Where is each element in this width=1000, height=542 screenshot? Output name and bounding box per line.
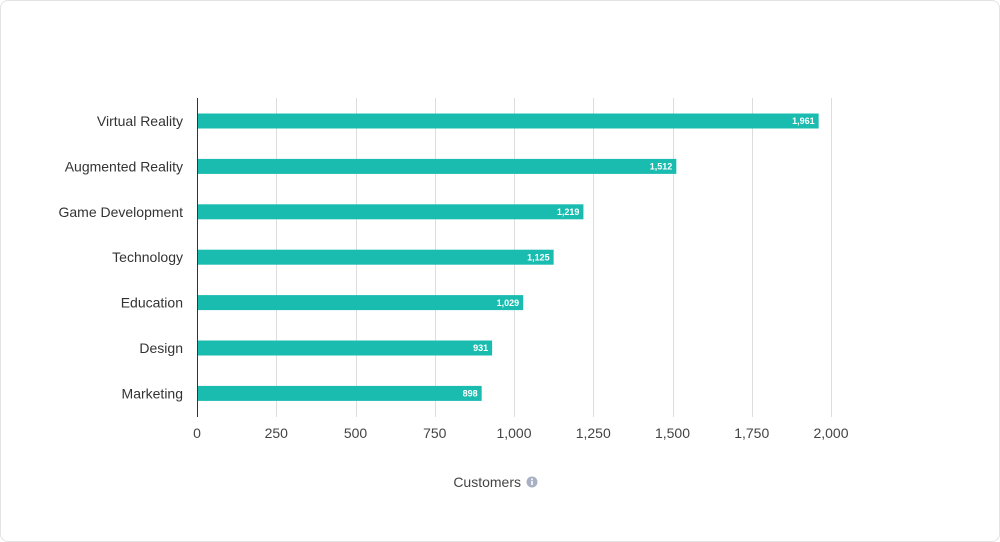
bar[interactable] [197,204,584,220]
x-tick-label: 500 [344,425,368,441]
x-tick-label: 0 [193,425,201,441]
x-tick-label: 1,500 [655,425,690,441]
x-tick-label: 1,250 [576,425,611,441]
x-tick-label: 1,000 [496,425,531,441]
axes: 0 250 500 750 1,000 1,250 1,500 1,750 2,000 Virtu… [58,98,849,441]
x-tick-label: 2,000 [813,425,848,441]
x-tick-label: 750 [423,425,447,441]
category-label: Game Development [58,204,183,220]
bar[interactable] [197,158,677,174]
bar-value-label: 1,961 [792,116,815,126]
bar[interactable] [197,340,493,356]
bar-value-label: 898 [463,389,478,399]
x-axis-title: Customers [453,474,521,490]
bar-value-label: 931 [473,343,488,353]
category-label: Augmented Reality [65,158,183,174]
bars: 1,961 1,512 1,219 1,125 1,029 931 898 [197,113,819,401]
category-label: Marketing [122,385,183,401]
bar-value-label: 1,219 [557,207,580,217]
bar-value-label: 1,029 [497,298,520,308]
bar-value-label: 1,125 [527,252,550,262]
category-label: Design [139,340,183,356]
bar[interactable] [197,249,554,265]
category-label: Virtual Reality [97,113,183,129]
info-icon-stem [531,480,533,485]
x-tick-label: 250 [265,425,289,441]
bar-value-label: 1,512 [650,162,673,172]
bar[interactable] [197,385,482,401]
x-tick-label: 1,750 [734,425,769,441]
category-label: Technology [112,249,183,265]
bar[interactable] [197,113,819,129]
category-label: Education [121,295,183,311]
grid-lines [276,98,832,417]
info-icon-dot [531,478,533,480]
axis-title-group: Customers [453,474,538,490]
bar[interactable] [197,295,524,311]
